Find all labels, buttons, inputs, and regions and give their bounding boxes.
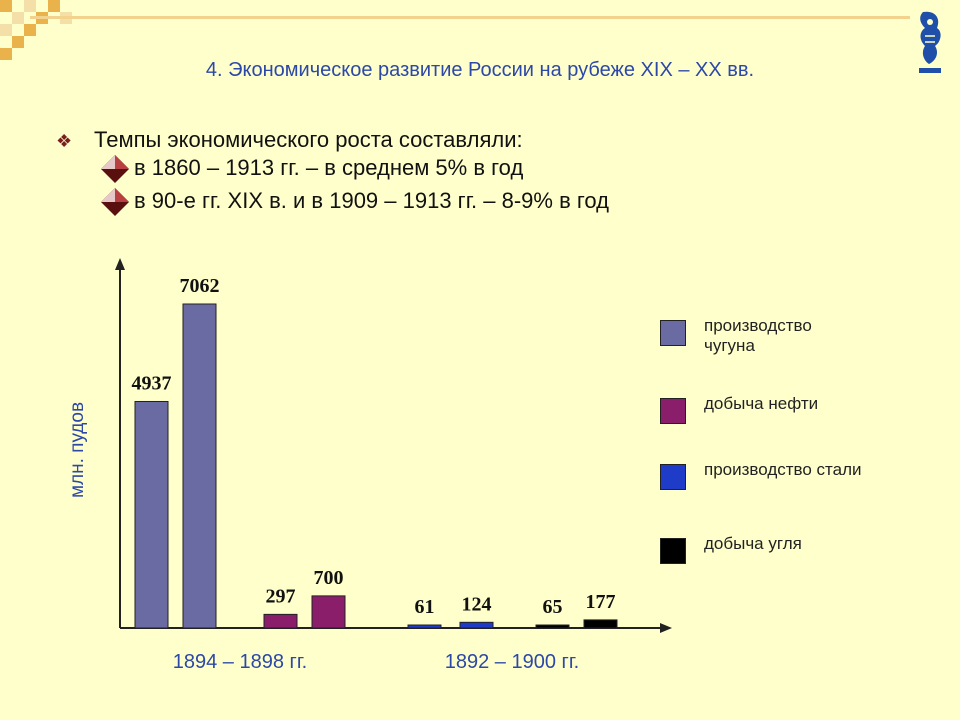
legend-swatch bbox=[660, 464, 686, 490]
bar-chart: млн. пудов 4937 7062 297 700 1894 – 1898 гг. 6… bbox=[67, 258, 672, 673]
main-bullet-text: Темпы экономического роста составляли: bbox=[94, 127, 523, 152]
legend-label: производство чугуна bbox=[704, 316, 812, 355]
bar-value-label: 124 bbox=[462, 593, 492, 615]
bar-value-label: 700 bbox=[314, 567, 344, 589]
group-label: 1892 – 1900 гг. bbox=[445, 651, 579, 673]
bar bbox=[407, 624, 442, 629]
deco-square bbox=[0, 0, 12, 12]
deco-square bbox=[12, 36, 24, 48]
deco-square bbox=[24, 0, 36, 12]
legend-label: добыча угля bbox=[704, 534, 802, 553]
deco-square bbox=[0, 24, 12, 36]
sub-bullet-2: в 90-е гг. XIX в. и в 1909 – 1913 гг. – … bbox=[100, 186, 609, 217]
bar bbox=[535, 624, 570, 629]
bar-value-label: 4937 bbox=[132, 372, 172, 394]
bar bbox=[182, 303, 217, 629]
deco-square bbox=[12, 12, 24, 24]
legend-swatch bbox=[660, 320, 686, 346]
bar-value-label: 177 bbox=[586, 591, 616, 613]
group-label: 1894 – 1898 гг. bbox=[173, 651, 307, 673]
bar-value-label: 65 bbox=[543, 596, 563, 618]
y-axis-arrow bbox=[115, 258, 125, 270]
corner-decoration bbox=[0, 0, 80, 60]
logo-icon bbox=[919, 11, 941, 73]
legend-swatch bbox=[660, 398, 686, 424]
bar-value-label: 61 bbox=[415, 596, 435, 618]
top-divider bbox=[30, 16, 910, 19]
deco-square bbox=[24, 24, 36, 36]
x-axis-arrow bbox=[660, 623, 672, 633]
main-bullet: ❖ Темпы экономического роста составляли: bbox=[56, 125, 523, 156]
bar-value-label: 297 bbox=[266, 585, 296, 607]
pyramid-bullet-icon bbox=[101, 155, 129, 184]
bar bbox=[583, 619, 618, 629]
diamond-star-icon: ❖ bbox=[56, 131, 73, 151]
bar bbox=[134, 400, 169, 629]
deco-square bbox=[48, 0, 60, 12]
pyramid-bullet-icon bbox=[101, 188, 129, 217]
bar bbox=[263, 613, 298, 629]
legend-label: добыча нефти bbox=[704, 394, 819, 413]
legend-swatch bbox=[660, 538, 686, 564]
deco-square bbox=[0, 48, 12, 60]
sub-bullet-1-text: в 1860 – 1913 гг. – в среднем 5% в год bbox=[134, 155, 524, 180]
sub-bullet-1: в 1860 – 1913 гг. – в среднем 5% в год bbox=[100, 153, 523, 184]
slide-title: 4. Экономическое развитие России на рубе… bbox=[205, 59, 755, 81]
sub-bullet-2-text: в 90-е гг. XIX в. и в 1909 – 1913 гг. – … bbox=[134, 188, 610, 213]
y-axis-label: млн. пудов bbox=[67, 402, 88, 498]
legend-label: производство стали bbox=[704, 460, 862, 479]
bar bbox=[459, 621, 494, 629]
bar-value-label: 7062 bbox=[180, 275, 220, 297]
bar bbox=[311, 595, 346, 629]
